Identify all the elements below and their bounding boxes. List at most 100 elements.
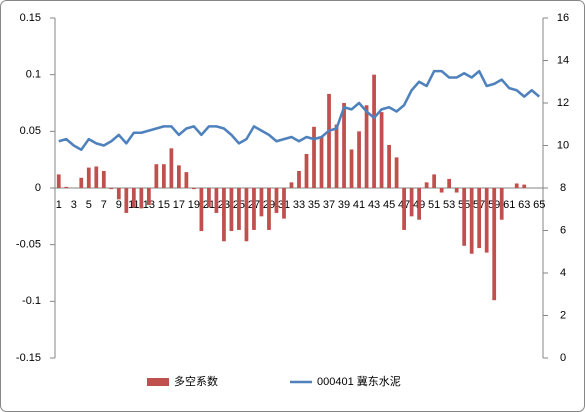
- bar: [259, 188, 264, 217]
- bar: [342, 103, 346, 188]
- bar: [349, 149, 354, 188]
- y-tick-label: -0.15: [16, 352, 41, 364]
- bar: [116, 188, 121, 200]
- y2-tick-label: 2: [560, 309, 566, 321]
- bar: [139, 188, 144, 209]
- x-tick-label: 51: [428, 199, 440, 211]
- bar: [169, 148, 174, 188]
- bar: [252, 188, 256, 230]
- bar: [56, 174, 61, 188]
- bar: [274, 188, 279, 213]
- x-tick-label: 19: [188, 199, 200, 211]
- bar: [94, 166, 99, 188]
- x-tick-label: 37: [323, 199, 335, 211]
- y2-tick-label: 0: [560, 352, 566, 364]
- y-tick-label: 0: [35, 182, 41, 194]
- y-tick-label: -0.05: [16, 239, 41, 251]
- bar: [439, 188, 444, 193]
- x-tick-label: 5: [86, 199, 92, 211]
- x-tick-label: 9: [116, 199, 122, 211]
- bar: [357, 131, 361, 188]
- x-tick-label: 53: [443, 199, 455, 211]
- bar: [522, 184, 527, 188]
- bar: [424, 182, 429, 188]
- x-tick-label: 45: [383, 199, 395, 211]
- y-tick-label: 0.15: [20, 12, 41, 24]
- y2-tick-label: 10: [557, 139, 569, 151]
- y2-tick-label: 8: [560, 182, 566, 194]
- bar: [79, 177, 84, 188]
- bar: [402, 188, 406, 230]
- bar: [289, 182, 294, 188]
- legend-label: 000401 冀东水泥: [317, 374, 401, 388]
- bar: [267, 188, 271, 230]
- bar: [124, 188, 129, 213]
- bar: [229, 188, 234, 232]
- bar: [514, 183, 519, 188]
- x-tick-label: 61: [503, 199, 515, 211]
- bar: [484, 188, 489, 253]
- bar: [222, 188, 226, 242]
- bar: [409, 188, 414, 217]
- bar: [184, 172, 189, 188]
- bar: [214, 188, 219, 213]
- x-tick-label: 1: [56, 199, 62, 211]
- bar: [304, 154, 309, 188]
- y-tick-label: -0.1: [22, 295, 41, 307]
- bar: [477, 188, 482, 249]
- x-tick-label: 43: [368, 199, 380, 211]
- bar: [131, 188, 136, 208]
- y-tick-label: 0.1: [26, 69, 41, 81]
- x-tick-label: 17: [173, 199, 185, 211]
- bar: [177, 165, 181, 188]
- bar: [364, 105, 369, 188]
- bar: [499, 188, 504, 220]
- legend-label: 多空系数: [174, 374, 218, 388]
- bar: [199, 188, 204, 232]
- bar: [417, 188, 421, 220]
- bar: [64, 186, 69, 188]
- bar: [297, 171, 301, 188]
- bar: [492, 188, 497, 301]
- bar: [312, 126, 316, 188]
- y2-tick-label: 16: [557, 12, 569, 24]
- x-tick-label: 41: [353, 199, 365, 211]
- x-tick-label: 35: [308, 199, 320, 211]
- line: [58, 69, 541, 151]
- x-tick-label: 3: [71, 199, 77, 211]
- bar: [327, 93, 331, 188]
- y-tick-label: 0.05: [20, 125, 41, 137]
- x-tick-label: 15: [158, 199, 170, 211]
- y2-tick-label: 12: [557, 97, 569, 109]
- bar: [432, 174, 437, 188]
- x-tick-label: 7: [101, 199, 107, 211]
- bar: [454, 188, 459, 193]
- bar: [146, 188, 151, 205]
- y2-tick-label: 4: [560, 267, 566, 279]
- bar: [154, 164, 159, 188]
- bar: [101, 171, 106, 188]
- legend-swatch: [147, 378, 169, 386]
- x-tick-label: 65: [533, 199, 545, 211]
- x-tick-label: 63: [518, 199, 530, 211]
- bar: [109, 188, 114, 190]
- bar: [447, 178, 452, 188]
- bar: [244, 188, 249, 242]
- bar: [462, 188, 467, 246]
- bar: [469, 188, 474, 254]
- bar: [394, 157, 399, 188]
- bar: [334, 124, 339, 188]
- bar: [282, 188, 286, 219]
- bar: [86, 167, 91, 188]
- bar: [387, 144, 391, 188]
- y2-tick-label: 6: [560, 224, 566, 236]
- bar: [192, 188, 196, 190]
- bar: [372, 74, 376, 188]
- bar: [161, 164, 166, 188]
- y2-tick-label: 14: [557, 54, 569, 66]
- x-tick-label: 33: [293, 199, 305, 211]
- x-tick-label: 39: [338, 199, 350, 211]
- bar: [207, 188, 211, 208]
- bar: [379, 112, 384, 188]
